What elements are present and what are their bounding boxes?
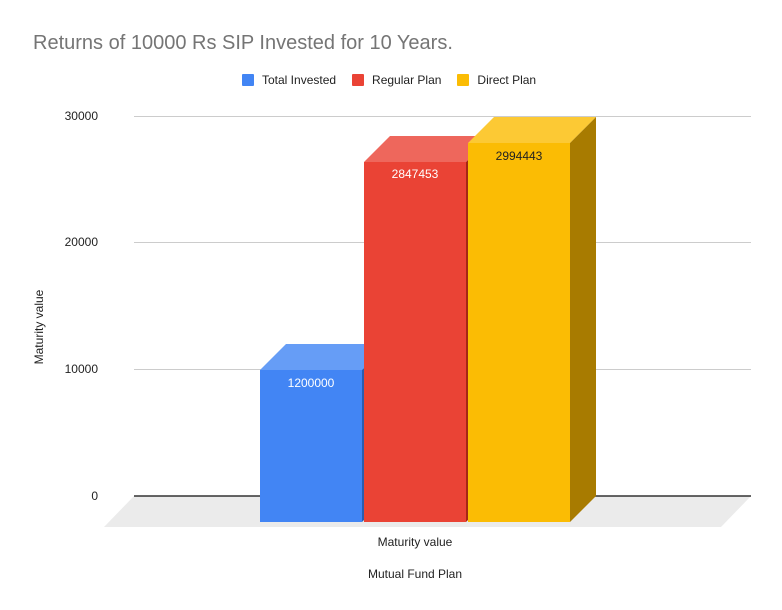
data-label-regular-plan: 2847453: [391, 167, 439, 181]
data-label-direct-plan: 2994443: [495, 149, 543, 163]
legend-item-regular-plan[interactable]: Regular Plan: [352, 73, 441, 87]
legend-label: Regular Plan: [372, 73, 442, 87]
legend-label: Total Invested: [262, 73, 337, 87]
y-tick-0: 0: [91, 489, 98, 503]
legend-swatch-yellow: [457, 74, 470, 86]
legend: Total Invested Regular Plan Direct Plan: [242, 73, 552, 87]
data-label-total-invested: 1200000: [287, 376, 335, 390]
chart-title: Returns of 10000 Rs SIP Invested for 10 …: [33, 32, 453, 54]
legend-swatch-blue: [242, 74, 254, 86]
x-axis-label: Mutual Fund Plan: [367, 567, 463, 581]
y-axis-label: Maturity value: [32, 289, 46, 365]
legend-swatch-red: [352, 74, 365, 86]
legend-item-total-invested[interactable]: Total Invested: [242, 73, 336, 87]
legend-item-direct-plan[interactable]: Direct Plan: [457, 73, 536, 87]
bar-direct-plan[interactable]: [468, 117, 596, 522]
legend-label: Direct Plan: [477, 73, 537, 87]
y-tick-20000: 20000: [64, 235, 98, 249]
y-tick-10000: 10000: [64, 362, 98, 376]
y-tick-30000: 30000: [64, 109, 98, 123]
x-category-label: Maturity value: [377, 535, 453, 549]
